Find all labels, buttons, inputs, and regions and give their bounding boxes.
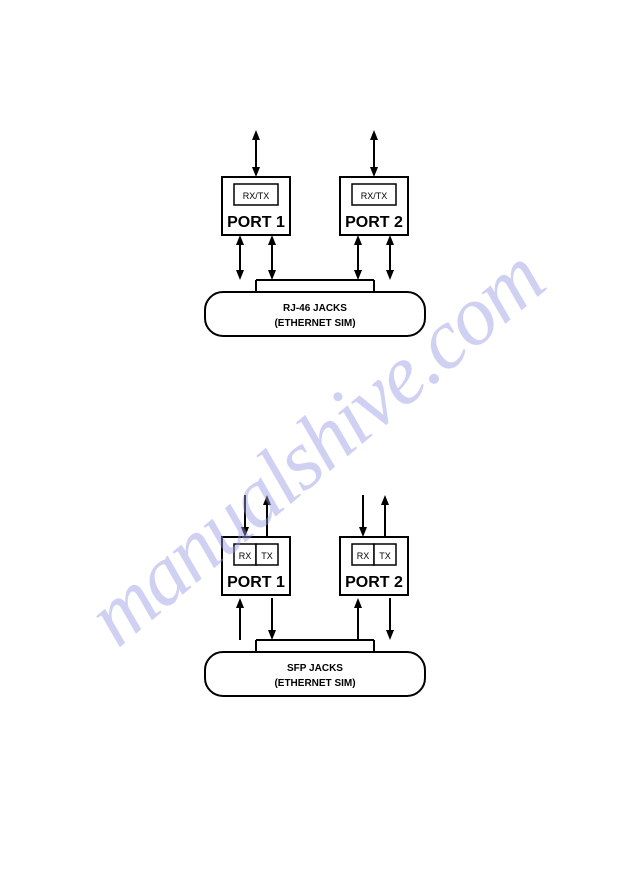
port1-group: RX TX PORT 1	[222, 495, 290, 640]
port1-rx-label: RX	[239, 551, 252, 561]
port2-group: RX/TX PORT 2	[340, 130, 408, 280]
bottom-box-line2: (ETHERNET SIM)	[274, 678, 355, 689]
port1-lower-label: PORT 1	[227, 214, 285, 231]
port2-lower-label: PORT 2	[345, 574, 403, 591]
diagram-rj46: RX/TX PORT 1 RX/TX PORT 2	[185, 130, 445, 345]
port1-upper-label: RX/TX	[243, 191, 270, 201]
port1-group: RX/TX PORT 1	[222, 130, 290, 280]
diagram-rj46-svg: RX/TX PORT 1 RX/TX PORT 2	[185, 130, 445, 345]
diagram-sfp-svg: RX TX PORT 1 RX TX	[185, 490, 445, 705]
port1-tx-label: TX	[261, 551, 273, 561]
bottom-box-line1: RJ-46 JACKS	[283, 303, 347, 314]
port2-upper-label: RX/TX	[361, 191, 388, 201]
port2-lower-label: PORT 2	[345, 214, 403, 231]
port2-tx-label: TX	[379, 551, 391, 561]
bottom-box-line2: (ETHERNET SIM)	[274, 318, 355, 329]
port2-rx-label: RX	[357, 551, 370, 561]
bottom-box-line1: SFP JACKS	[287, 663, 343, 674]
port2-group: RX TX PORT 2	[340, 495, 408, 640]
diagram-sfp: RX TX PORT 1 RX TX	[185, 490, 445, 705]
port1-lower-label: PORT 1	[227, 574, 285, 591]
